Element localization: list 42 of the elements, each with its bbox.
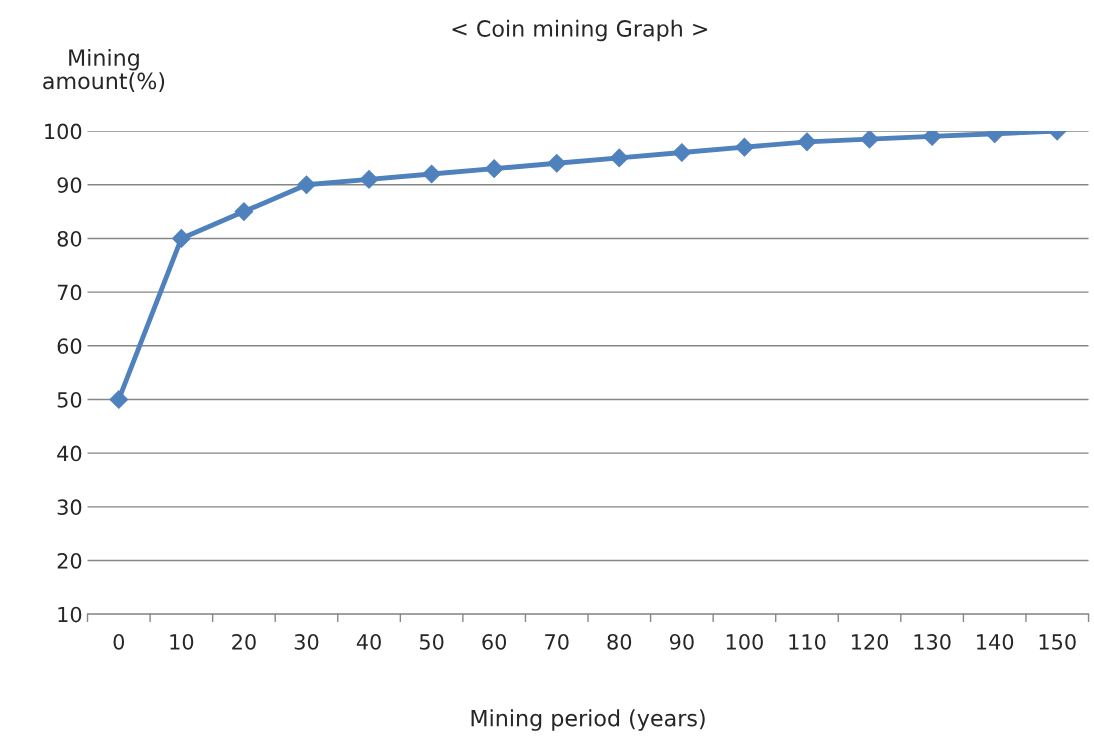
point — [797, 132, 817, 152]
x-tick-label: 110 — [789, 633, 826, 650]
y-tick-label: 10 — [58, 606, 82, 623]
x-tick-label: 30 — [294, 633, 319, 650]
point — [672, 143, 692, 162]
y-tick-label: 30 — [57, 499, 82, 516]
y-tick-label: 100 — [45, 123, 82, 140]
y-tick-label: 40 — [57, 445, 82, 462]
point — [172, 229, 191, 248]
point — [484, 159, 504, 179]
x-tick-label: 120 — [851, 633, 889, 650]
y-tick-label: 60 — [57, 338, 82, 354]
point — [359, 170, 379, 189]
point — [547, 153, 567, 173]
y-tick-label: 90 — [57, 177, 82, 193]
x-tick-label: 10 — [170, 633, 194, 650]
y-tick-label: 20 — [57, 552, 82, 569]
point — [109, 390, 129, 409]
point — [860, 131, 879, 149]
point — [297, 175, 316, 195]
y-tick-label: 50 — [57, 391, 82, 408]
point — [422, 164, 441, 184]
y-axis-title: Mining amount(%) — [43, 48, 165, 92]
x-tick-label: 40 — [356, 633, 381, 650]
y-tick-label: 70 — [57, 284, 82, 301]
x-tick-label: 90 — [669, 633, 694, 650]
x-tick-label: 140 — [977, 633, 1014, 650]
x-axis-title: Mining period (years) — [471, 709, 705, 731]
x-tick-label: 60 — [482, 633, 507, 650]
point — [735, 137, 754, 157]
x-tick-label: 130 — [914, 633, 951, 650]
x-tick-label: 20 — [232, 633, 256, 650]
point — [234, 202, 254, 221]
x-tick-label: 80 — [607, 633, 632, 650]
x-tick-label: 100 — [726, 633, 763, 650]
x-tick-label: 50 — [419, 633, 444, 650]
y-tick-label: 80 — [57, 230, 82, 247]
x-tick-label: 0 — [113, 633, 125, 650]
x-tick-label: 70 — [545, 633, 569, 650]
x-tick-label: 150 — [1039, 633, 1076, 650]
chart-title: < Coin mining Graph > — [452, 19, 708, 42]
point — [609, 148, 629, 168]
